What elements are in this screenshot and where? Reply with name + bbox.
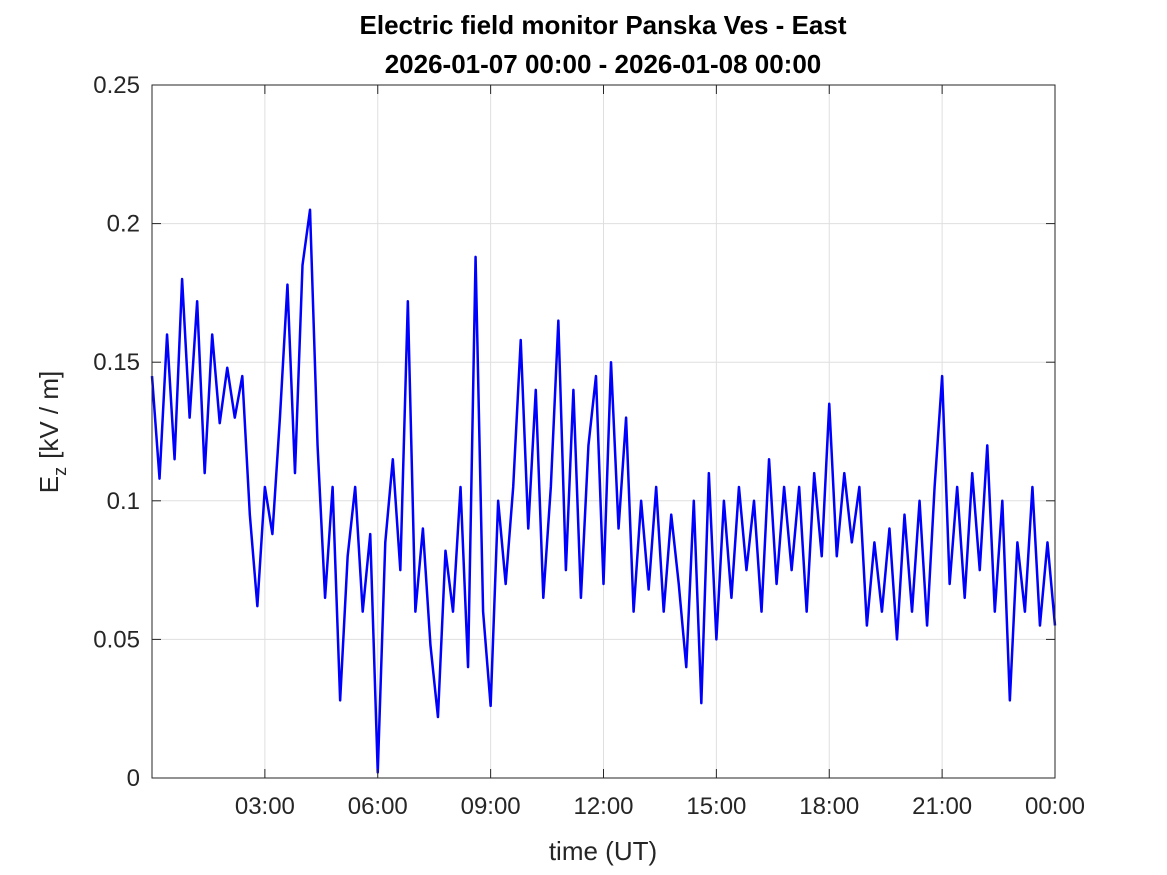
ticks: 0 0.05 0.1 0.15 0.2 0.25 03:00 06:00 09:00 12:00 1… bbox=[93, 72, 1085, 820]
x-axis-label: time (UT) bbox=[549, 836, 657, 866]
x-tick-label: 12:00 bbox=[573, 793, 633, 820]
y-axis-label: Ez [kV / m] bbox=[34, 371, 70, 493]
chart-subtitle: 2026-01-07 00:00 - 2026-01-08 00:00 bbox=[385, 49, 822, 79]
chart-title: Electric field monitor Panska Ves - East bbox=[360, 10, 847, 40]
x-tick-label: 00:00 bbox=[1025, 793, 1085, 820]
plot bbox=[150, 208, 1057, 774]
y-tick-label: 0.05 bbox=[93, 626, 140, 653]
y-tick-label: 0.15 bbox=[93, 349, 140, 376]
y-label-subscript: z bbox=[50, 467, 70, 476]
y-tick-label: 0 bbox=[127, 765, 140, 792]
data-line bbox=[150, 208, 1057, 774]
x-tick-label: 03:00 bbox=[235, 793, 295, 820]
x-tick-label: 18:00 bbox=[799, 793, 859, 820]
x-tick-label: 15:00 bbox=[686, 793, 746, 820]
y-tick-label: 0.1 bbox=[107, 488, 140, 515]
x-tick-label: 06:00 bbox=[348, 793, 408, 820]
y-tick-label: 0.25 bbox=[93, 72, 140, 99]
x-tick-label: 21:00 bbox=[912, 793, 972, 820]
y-tick-label: 0.2 bbox=[107, 211, 140, 238]
y-label-symbol: E bbox=[34, 476, 64, 493]
x-tick-label: 09:00 bbox=[461, 793, 521, 820]
y-label-unit: [kV / m] bbox=[34, 371, 64, 459]
